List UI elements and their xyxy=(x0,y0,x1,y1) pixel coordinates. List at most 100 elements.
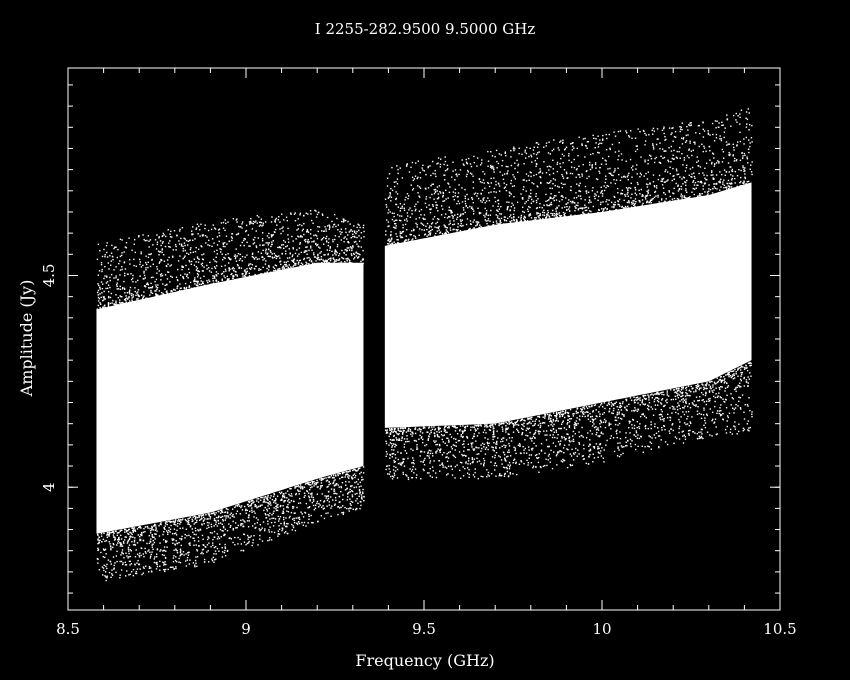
data-point xyxy=(281,527,284,529)
data-point xyxy=(733,425,735,427)
data-point xyxy=(579,176,581,178)
data-point xyxy=(399,232,402,235)
data-point xyxy=(513,176,515,178)
data-point xyxy=(722,157,725,159)
data-point xyxy=(625,160,627,162)
data-point xyxy=(700,182,703,184)
data-point xyxy=(153,523,156,526)
data-point xyxy=(325,240,328,242)
data-point xyxy=(162,232,165,235)
data-point xyxy=(271,531,273,533)
data-point xyxy=(733,149,735,151)
data-point xyxy=(470,442,472,444)
data-point xyxy=(278,269,280,272)
data-point xyxy=(643,397,646,400)
data-point xyxy=(683,399,686,402)
data-point xyxy=(341,476,344,478)
data-point xyxy=(559,444,561,446)
data-point xyxy=(273,510,275,513)
data-point xyxy=(353,256,356,259)
data-point xyxy=(310,213,312,215)
data-point xyxy=(636,398,639,400)
data-point xyxy=(447,215,450,218)
data-point xyxy=(267,523,269,525)
data-point xyxy=(519,445,521,448)
data-point xyxy=(221,530,223,532)
data-point xyxy=(108,540,110,543)
data-point xyxy=(144,239,146,242)
data-point xyxy=(213,276,216,278)
data-point xyxy=(475,429,477,431)
data-point xyxy=(147,284,150,286)
data-point xyxy=(599,413,601,415)
data-point xyxy=(555,416,557,418)
data-point xyxy=(398,433,400,435)
data-point xyxy=(274,264,276,266)
data-point xyxy=(135,265,137,267)
data-point xyxy=(719,413,722,416)
data-point xyxy=(215,516,218,519)
data-point xyxy=(152,539,154,542)
data-point xyxy=(153,558,156,560)
data-point xyxy=(524,219,526,222)
data-point xyxy=(581,207,584,209)
data-point xyxy=(714,400,716,403)
data-point xyxy=(527,428,529,430)
data-point xyxy=(106,536,109,538)
data-point xyxy=(257,544,259,546)
data-point xyxy=(679,391,681,393)
data-point xyxy=(173,523,175,526)
data-point xyxy=(551,187,554,190)
data-point xyxy=(595,194,597,196)
data-point xyxy=(431,452,434,455)
data-point xyxy=(245,512,247,514)
data-point xyxy=(683,434,686,436)
data-point xyxy=(670,398,672,401)
data-point xyxy=(669,432,671,434)
data-point xyxy=(545,458,547,460)
data-point xyxy=(713,165,716,167)
data-point xyxy=(629,187,632,190)
data-point xyxy=(351,478,354,480)
data-point xyxy=(326,486,328,488)
data-point xyxy=(433,189,436,191)
data-point xyxy=(129,531,131,534)
data-point xyxy=(97,549,100,551)
data-point xyxy=(711,411,714,413)
data-point xyxy=(609,148,611,151)
data-point xyxy=(427,438,430,440)
data-point xyxy=(127,532,129,535)
data-point xyxy=(151,259,153,261)
data-point xyxy=(653,161,656,164)
data-point xyxy=(583,448,585,450)
data-point xyxy=(743,180,745,182)
data-point xyxy=(103,277,105,280)
data-point xyxy=(200,516,203,518)
data-point xyxy=(674,136,677,138)
data-point xyxy=(685,184,687,187)
data-point xyxy=(666,392,668,394)
data-point xyxy=(170,230,172,233)
data-point xyxy=(147,550,149,552)
data-point xyxy=(705,392,707,395)
data-point xyxy=(471,442,474,444)
data-point xyxy=(149,294,151,296)
data-point xyxy=(406,163,408,165)
data-point xyxy=(591,164,594,166)
data-point xyxy=(616,455,619,457)
data-point xyxy=(636,426,638,429)
data-point xyxy=(503,182,505,184)
data-point xyxy=(635,435,637,438)
data-point xyxy=(194,564,196,566)
data-point xyxy=(453,437,455,440)
data-point xyxy=(549,197,551,200)
data-point xyxy=(130,550,132,552)
data-point xyxy=(262,273,265,275)
data-point xyxy=(509,192,511,194)
data-point xyxy=(329,247,331,249)
data-point xyxy=(180,245,183,247)
data-point xyxy=(519,221,521,223)
data-point xyxy=(140,294,143,297)
data-point xyxy=(182,247,185,250)
data-point xyxy=(104,540,106,542)
